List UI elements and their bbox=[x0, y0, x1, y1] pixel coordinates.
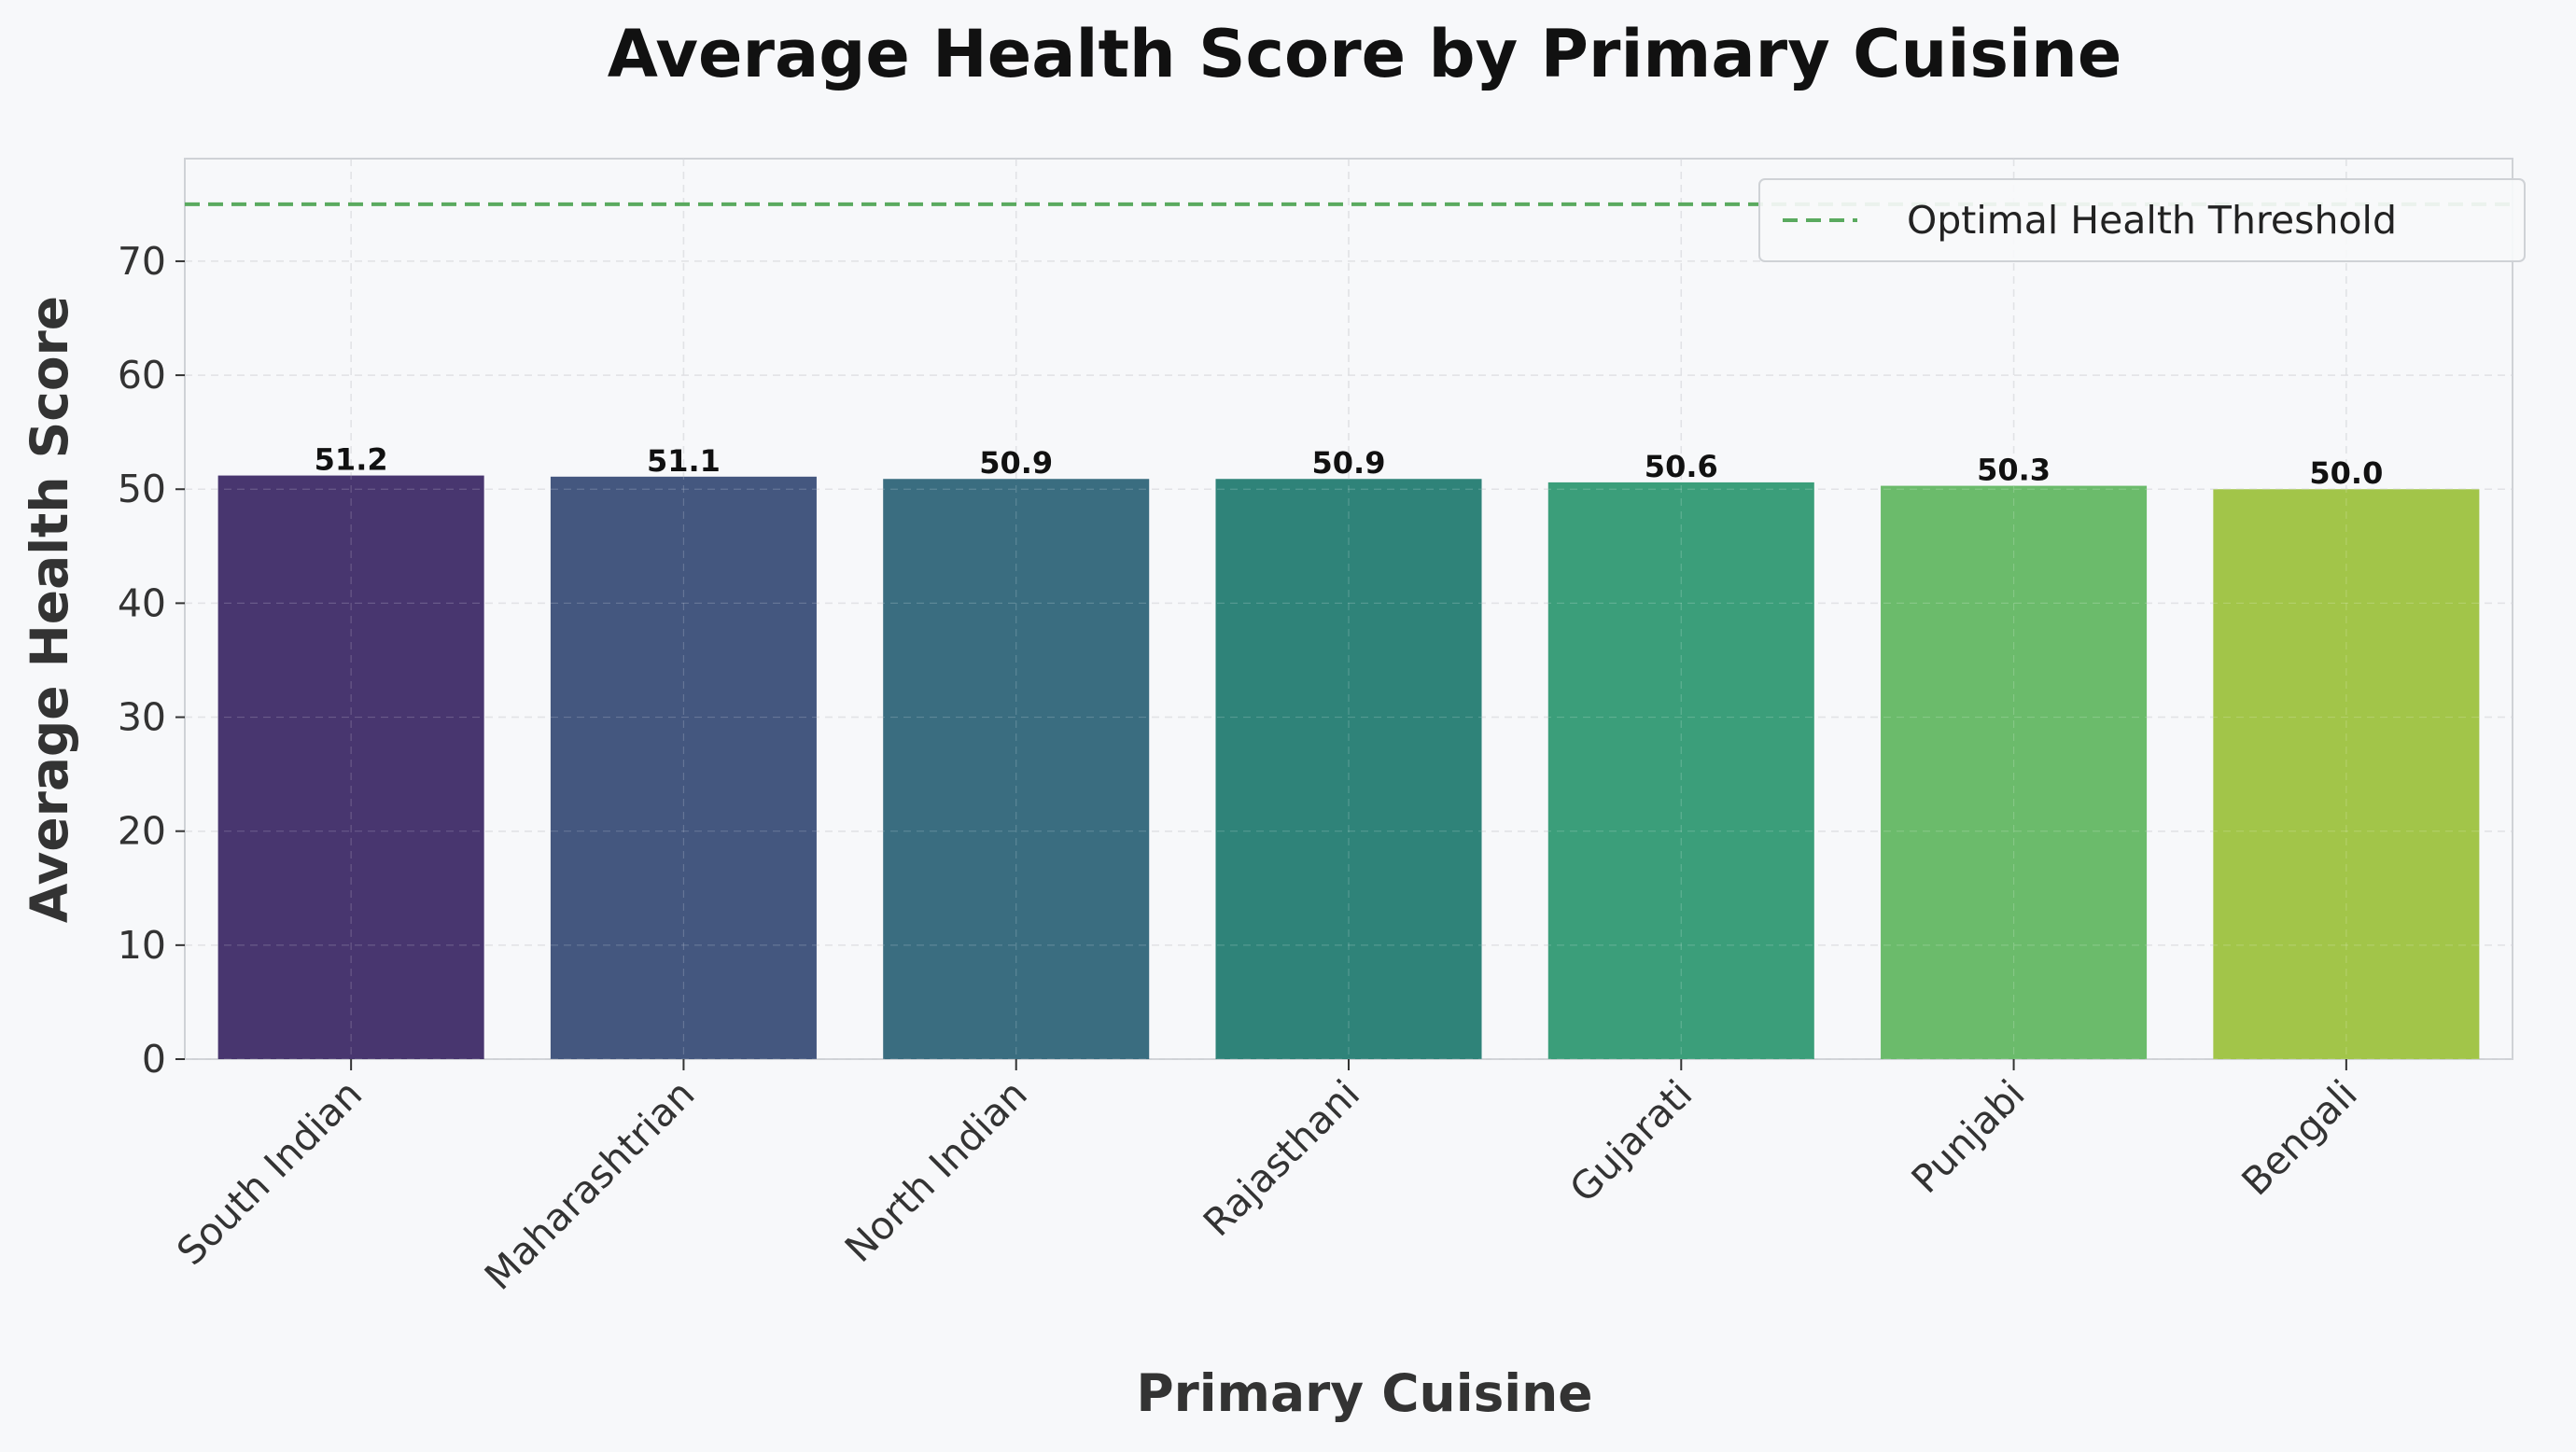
bar bbox=[1547, 482, 1814, 1059]
value-labels: 51.2 51.1 50.9 50.9 50.6 50.3 50.0 bbox=[315, 442, 2384, 492]
bar-value-label: 50.6 bbox=[1645, 449, 1718, 484]
y-tick-label: 40 bbox=[118, 580, 166, 625]
legend: Optimal Health Threshold bbox=[1758, 178, 2526, 262]
y-tick-label: 0 bbox=[142, 1037, 166, 1082]
bar-value-label: 51.1 bbox=[647, 443, 721, 479]
y-tick-label: 20 bbox=[118, 809, 166, 854]
bar bbox=[2213, 489, 2480, 1059]
y-axis: 0 10 20 30 40 50 60 70 bbox=[118, 239, 185, 1082]
bar bbox=[550, 476, 817, 1059]
chart-title: Average Health Score by Primary Cuisine bbox=[608, 16, 2122, 92]
y-tick-label: 50 bbox=[118, 467, 166, 511]
bar-value-label: 50.3 bbox=[1977, 453, 2051, 488]
y-tick-label: 10 bbox=[118, 923, 166, 968]
bar bbox=[883, 479, 1150, 1059]
y-axis-label: Average Health Score bbox=[20, 296, 79, 923]
y-tick-label: 70 bbox=[118, 239, 166, 284]
bars bbox=[185, 159, 2513, 1060]
y-tick-label: 60 bbox=[118, 353, 166, 398]
bar bbox=[217, 475, 484, 1059]
x-axis-label: Primary Cuisine bbox=[1136, 1363, 1592, 1423]
bar bbox=[1881, 485, 2148, 1059]
bar-value-label: 51.2 bbox=[315, 442, 388, 478]
legend-box bbox=[1758, 178, 2526, 262]
bar-value-label: 50.9 bbox=[979, 445, 1053, 481]
bar bbox=[1215, 479, 1482, 1059]
y-tick-label: 30 bbox=[118, 695, 166, 740]
bar-value-label: 50.9 bbox=[1312, 445, 1386, 481]
legend-label: Optimal Health Threshold bbox=[1907, 198, 2397, 243]
bar-value-label: 50.0 bbox=[2309, 455, 2383, 491]
